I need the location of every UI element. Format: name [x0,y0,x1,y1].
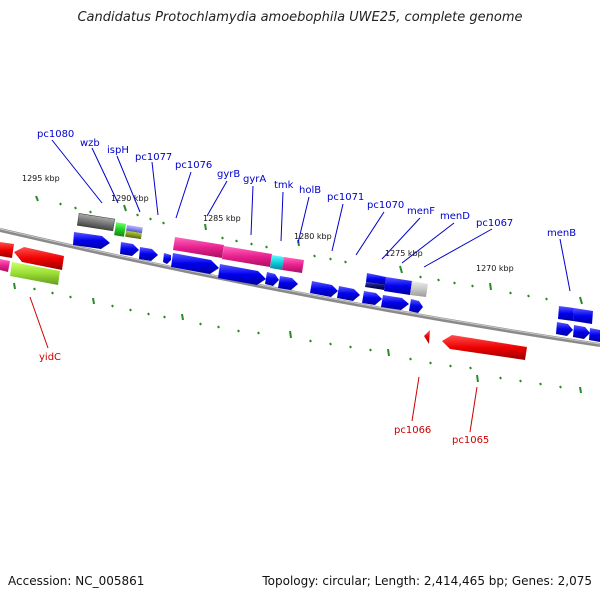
gene-ispH-feature [125,224,143,240]
gene-label-pc1080[interactable]: pc1080 [37,129,74,140]
gene-pc1080-feature [76,213,115,232]
arrow-f16 [589,328,600,342]
kbp-label: 1280 kbp [294,232,332,241]
reverse-strand-genes [0,242,527,360]
kbp-label: 1290 kbp [111,194,149,203]
arrow-f12 [381,295,409,310]
gene-label-gyrA[interactable]: gyrA [243,174,266,185]
gene-label-pc1070[interactable]: pc1070 [367,200,404,211]
gene-label-ispH[interactable]: ispH [107,145,129,156]
gene-label-pc1076[interactable]: pc1076 [175,160,212,171]
outer-ticks [35,195,583,305]
gene-gyrB-feature [222,246,272,267]
gene-red-left-1 [0,242,14,258]
gene-label-pc1065[interactable]: pc1065 [452,435,489,446]
gene-label-tmk[interactable]: tmk [274,180,294,191]
kbp-label: 1270 kbp [476,264,514,273]
gene-pc1066-feature [424,330,430,344]
arrow-f10 [337,286,360,301]
inner-ticks [13,282,582,394]
gene-label-holB[interactable]: holB [299,185,321,196]
forward-gene-labels: pc1080 wzb ispH pc1077 pc1076 gyrB gyrA … [37,129,576,239]
arrow-f11 [362,291,382,305]
gene-label-menF[interactable]: menF [407,206,435,217]
gene-label-pc1067[interactable]: pc1067 [476,218,513,229]
arrow-f9 [310,281,338,297]
gene-label-wzb[interactable]: wzb [80,138,100,149]
kbp-label: 1295 kbp [22,174,60,183]
accession-text: Accession: NC_005861 [8,574,145,588]
arrow-f8 [278,276,298,290]
arrow-f7 [265,272,279,286]
gene-label-pc1077[interactable]: pc1077 [135,152,172,163]
kbp-label: 1275 kbp [385,249,423,258]
gene-yidC-feature [0,259,10,272]
genome-backbone-highlight [0,228,600,345]
gene-menB-feature [558,306,593,324]
forward-strand-genes [73,213,600,342]
arrow-f2 [120,242,139,256]
arrow-f3 [139,247,158,261]
topology-text: Topology: circular; Length: 2,414,465 bp… [262,574,592,588]
arrow-f15 [573,325,590,339]
gene-wzb-feature [114,222,127,237]
reverse-leader-lines [29,296,478,433]
arrow-f13 [409,299,423,313]
gene-pc1065-feature [442,335,527,360]
gene-label-pc1071[interactable]: pc1071 [327,192,364,203]
kbp-labels: 1295 kbp 1290 kbp 1285 kbp 1280 kbp 1275… [22,174,514,273]
arrow-f5 [171,253,219,274]
gene-menF-feature [365,273,428,297]
gene-label-pc1066[interactable]: pc1066 [394,425,431,436]
gene-lime-feature [10,262,60,285]
gene-gyrA-feature [270,255,304,273]
arrow-f4 [163,253,171,264]
genome-backbone [0,228,600,347]
forward-leader-lines [51,139,571,292]
map-title: Candidatus Protochlamydia amoebophila UW… [77,10,523,25]
reverse-gene-labels: yidC pc1066 pc1065 [39,352,489,446]
kbp-label: 1285 kbp [203,214,241,223]
arrow-f14 [556,322,573,336]
gene-label-menD[interactable]: menD [440,211,470,222]
arrow-f1 [73,232,110,249]
arrow-f6 [218,264,266,285]
gene-pc1076-feature [173,237,224,258]
gene-label-gyrB[interactable]: gyrB [217,169,240,180]
gene-label-yidC[interactable]: yidC [39,352,61,363]
gene-label-menB[interactable]: menB [547,228,576,239]
gene-red-left-2 [14,247,64,270]
